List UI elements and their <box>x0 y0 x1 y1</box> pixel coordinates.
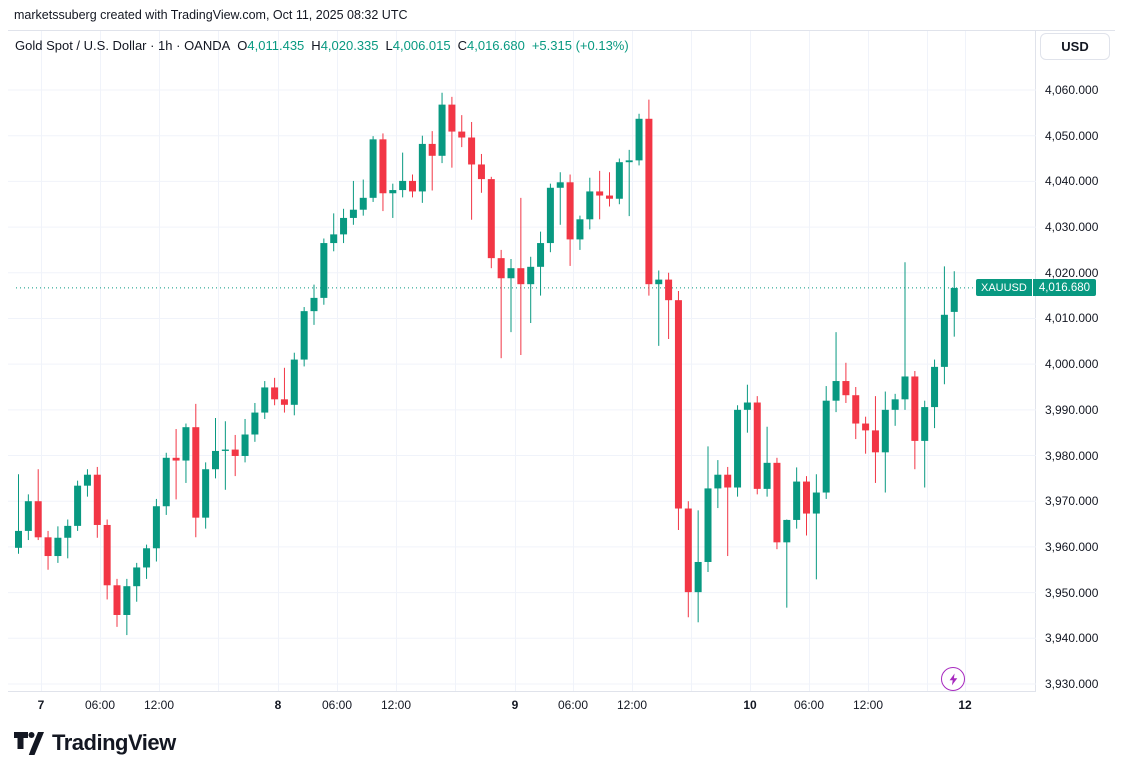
price-axis-label: 3,940.000 <box>1045 631 1099 646</box>
ohlc-value: 4,016.680 <box>467 38 525 53</box>
ohlc-value: 4,020.335 <box>320 38 379 53</box>
price-axis-label: 3,970.000 <box>1045 494 1099 509</box>
price-axis-label: 3,980.000 <box>1045 448 1099 463</box>
price-axis-label: 4,060.000 <box>1045 83 1099 97</box>
last-price-tag-value: 4,016.680 <box>1032 279 1097 297</box>
time-axis-label: 7 <box>37 698 45 712</box>
price-axis-label: 3,950.000 <box>1045 585 1099 600</box>
ohlc-letter: L <box>385 38 393 53</box>
time-axis-label: 9 <box>511 698 519 712</box>
ohlc-letter: C <box>457 38 467 53</box>
price-axis-label: 4,050.000 <box>1045 128 1099 143</box>
price-axis-label: 4,040.000 <box>1045 174 1099 189</box>
tradingview-wordmark: TradingView <box>52 730 176 755</box>
ohlc-letter: H <box>311 38 321 53</box>
time-axis-label: 06:00 <box>793 698 825 712</box>
lightning-event-icon[interactable] <box>941 667 965 691</box>
change-readout: +5.315 (+0.13%) <box>531 38 629 53</box>
time-axis-label: 8 <box>274 698 282 712</box>
price-axis-label: 4,030.000 <box>1045 220 1099 235</box>
time-axis-label: 12:00 <box>852 698 884 712</box>
symbol-title[interactable]: Gold Spot / U.S. Dollar · 1h · OANDA <box>15 38 231 53</box>
ohlc-readout: O4,011.435 H4,020.335 L4,006.015 C4,016.680 <box>230 38 525 53</box>
time-axis-label: 12 <box>958 698 972 712</box>
price-axis[interactable]: 4,060.000 4,050.000 4,040.000 4,030.000 4,02… <box>1037 31 1115 691</box>
price-axis-label: 4,000.000 <box>1045 357 1099 372</box>
price-axis-label: 3,990.000 <box>1045 402 1099 417</box>
candlestick-svg <box>8 31 1036 691</box>
price-axis-label: 4,020.000 <box>1045 265 1099 280</box>
candlestick-plot[interactable] <box>8 31 1036 691</box>
time-axis-label: 12:00 <box>380 698 412 712</box>
tradingview-logo-icon <box>14 731 44 755</box>
time-axis-label: 06:00 <box>84 698 116 712</box>
time-axis-label: 10 <box>743 698 757 712</box>
time-axis[interactable]: 7 06:00 12:00 8 06:00 12:00 9 06:00 12:00 10 06:00… <box>8 691 1036 719</box>
ohlc-letter: O <box>237 38 248 53</box>
attribution-text: marketssuberg created with TradingView.c… <box>14 8 408 22</box>
last-price-tag: XAUUSD 4,016.680 <box>976 279 1097 297</box>
time-axis-label: 06:00 <box>557 698 589 712</box>
footer: TradingView <box>14 730 176 756</box>
price-axis-label: 3,960.000 <box>1045 539 1099 554</box>
time-axis-label: 12:00 <box>616 698 648 712</box>
price-axis-label: 4,010.000 <box>1045 311 1099 326</box>
lightning-bolt-glyph <box>949 673 957 685</box>
currency-toggle-button[interactable]: USD <box>1040 33 1110 60</box>
ohlc-value: 4,011.435 <box>247 38 305 53</box>
price-axis-label: 3,930.000 <box>1045 676 1099 691</box>
time-axis-label: 12:00 <box>143 698 175 712</box>
time-axis-label: 06:00 <box>321 698 353 712</box>
symbol-legend[interactable]: Gold Spot / U.S. Dollar · 1h · OANDA O4,0… <box>15 38 629 53</box>
chart-frame: Gold Spot / U.S. Dollar · 1h · OANDA O4,0… <box>8 30 1115 718</box>
ohlc-value: 4,006.015 <box>392 38 451 53</box>
last-price-tag-symbol: XAUUSD <box>976 279 1033 297</box>
